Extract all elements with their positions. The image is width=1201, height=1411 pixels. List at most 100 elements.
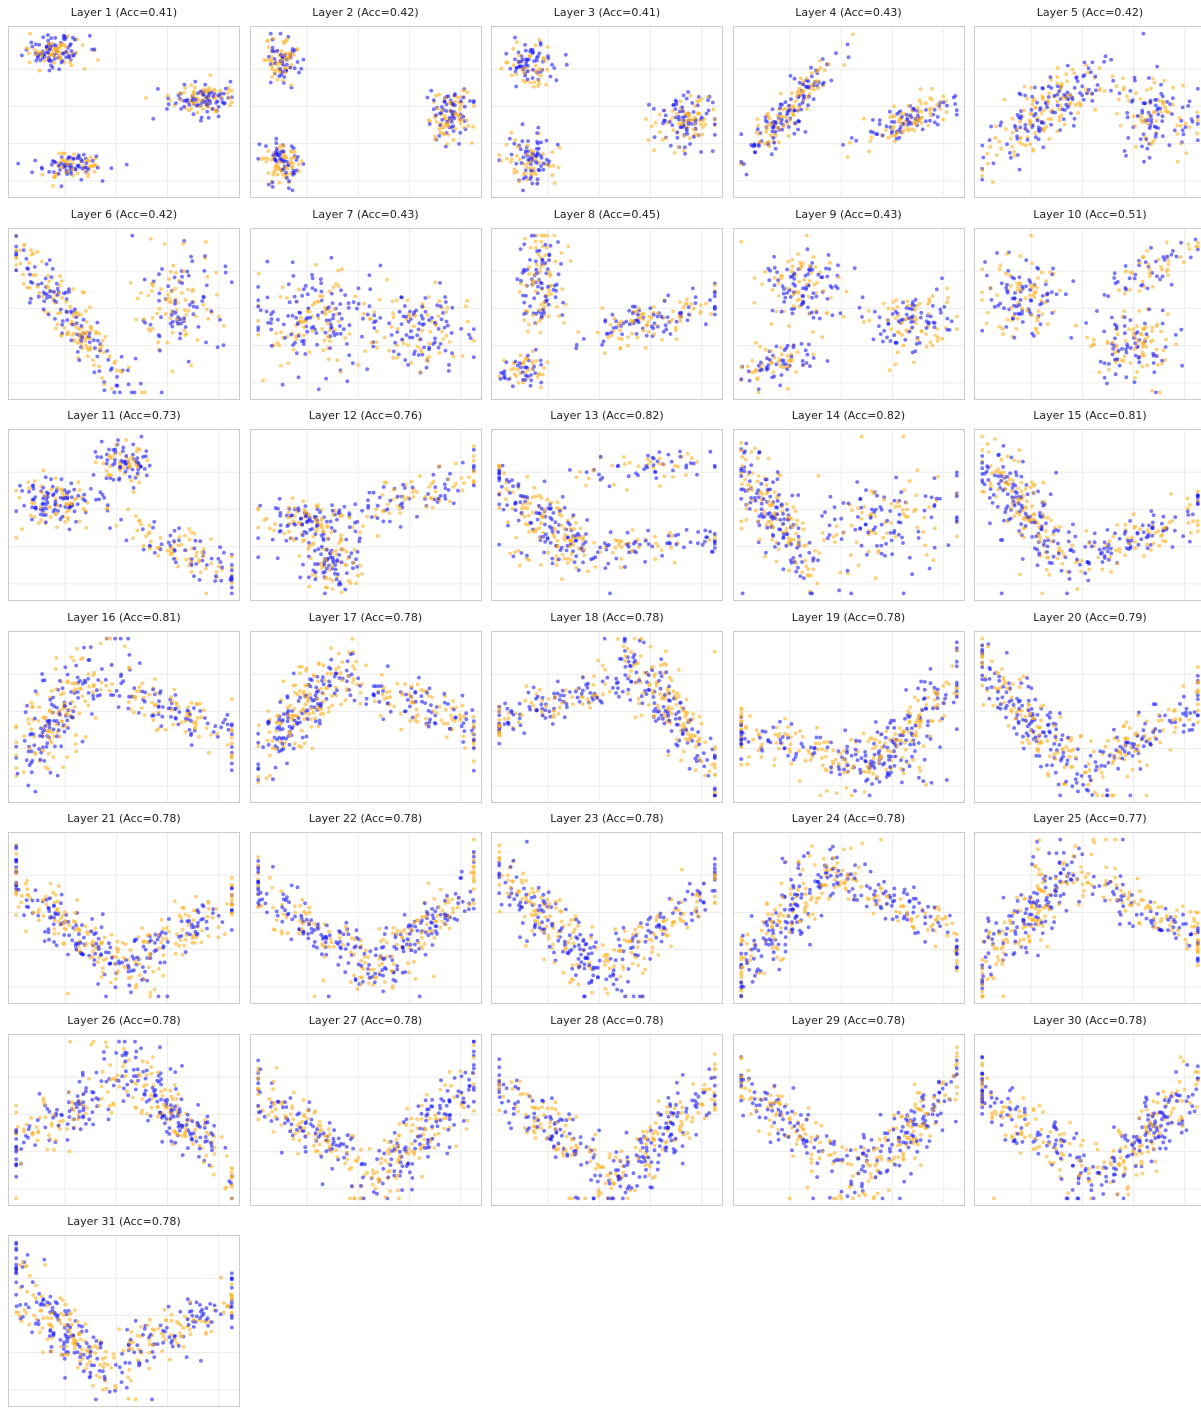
scatter-point — [565, 63, 569, 67]
scatter-point — [787, 288, 791, 292]
scatter-point — [456, 115, 460, 119]
scatter-point — [176, 321, 180, 325]
scatter-point — [998, 124, 1002, 128]
scatter-point — [685, 97, 689, 101]
scatter-point — [298, 311, 302, 315]
scatter-point — [340, 267, 344, 271]
scatter-point — [101, 462, 105, 466]
scatter-point — [1166, 312, 1170, 316]
scatter-point — [1102, 329, 1106, 333]
scatter-point — [983, 260, 987, 264]
scatter-point — [542, 300, 546, 304]
scatter-point — [52, 61, 56, 65]
scatter-point — [904, 306, 908, 310]
scatter-point — [426, 295, 430, 299]
scatter-point — [926, 124, 930, 128]
scatter-point — [804, 96, 808, 100]
scatter-point — [1118, 91, 1122, 95]
scatter-point — [192, 574, 196, 578]
scatter-point — [945, 104, 949, 108]
scatter-point — [119, 518, 123, 522]
scatter-point — [788, 118, 792, 122]
scatter-point — [513, 36, 517, 40]
scatter-point — [90, 164, 94, 168]
scatter-point — [339, 547, 343, 551]
scatter-point — [49, 477, 53, 481]
scatter-point — [310, 286, 314, 290]
scatter-point — [292, 53, 296, 57]
scatter-point — [658, 130, 662, 134]
scatter-point — [307, 585, 311, 589]
scatter-point — [86, 172, 90, 176]
scatter-point — [183, 86, 187, 90]
scatter-point — [534, 70, 538, 74]
scatter-point — [951, 96, 955, 100]
scatter-point — [193, 93, 197, 97]
scatter-point — [64, 50, 68, 54]
scatter-point — [825, 297, 829, 301]
scatter-point — [627, 474, 631, 478]
scatter-point — [282, 53, 286, 57]
scatter-point — [569, 558, 573, 562]
scatter-point — [310, 276, 314, 280]
scatter-point — [264, 160, 268, 164]
scatter-point — [790, 257, 794, 261]
scatter-point — [286, 361, 290, 365]
scatter-point — [72, 54, 76, 58]
scatter-point — [810, 71, 814, 75]
scatter-point — [692, 110, 696, 114]
scatter-point — [50, 163, 54, 167]
scatter-point — [816, 474, 820, 478]
scatter-point — [1126, 115, 1130, 119]
scatter-point — [105, 469, 109, 473]
scatter-point — [945, 300, 949, 304]
scatter-point — [45, 45, 49, 49]
scatter-point — [387, 348, 391, 352]
scatter-point — [1138, 261, 1142, 265]
scatter-point — [531, 76, 535, 80]
scatter-point — [1150, 329, 1154, 333]
scatter-point — [616, 464, 620, 468]
scatter-point — [1060, 113, 1064, 117]
scatter-point — [1132, 114, 1136, 118]
scatter-point — [109, 368, 113, 372]
scatter-point — [1032, 293, 1036, 297]
scatter-point — [96, 320, 100, 324]
scatter-point — [1127, 327, 1131, 331]
scatter-point — [1147, 111, 1151, 115]
scatter-point — [1060, 83, 1064, 87]
scatter-point — [1026, 138, 1030, 142]
scatter-point — [513, 58, 517, 62]
scatter-point — [520, 139, 524, 143]
scatter-point — [1170, 252, 1174, 256]
scatter-point — [66, 34, 70, 38]
scatter-point — [59, 496, 63, 500]
scatter-point — [413, 349, 417, 353]
scatter-point — [447, 116, 451, 120]
scatter-point — [545, 68, 549, 72]
scatter-point — [1036, 331, 1040, 335]
scatter-point — [177, 278, 181, 282]
scatter-point — [177, 539, 181, 543]
scatter-point — [787, 569, 791, 573]
scatter-point — [330, 503, 334, 507]
scatter-point — [288, 66, 292, 70]
scatter-point — [901, 541, 905, 545]
scatter-point — [1093, 108, 1097, 112]
scatter-point — [1117, 97, 1121, 101]
scatter-point — [990, 298, 994, 302]
scatter-point — [999, 147, 1003, 151]
scatter-point — [1109, 58, 1113, 62]
scatter-point — [351, 300, 355, 304]
scatter-point — [313, 577, 317, 581]
scatter-point — [1158, 390, 1162, 394]
scatter-point — [553, 528, 557, 532]
scatter-point — [147, 531, 151, 535]
scatter-point — [1107, 367, 1111, 371]
scatter-point — [992, 161, 996, 165]
scatter-point — [47, 312, 51, 316]
scatter-point — [521, 378, 525, 382]
scatter-point — [420, 304, 424, 308]
scatter-point — [1117, 288, 1121, 292]
scatter-point — [83, 339, 87, 343]
